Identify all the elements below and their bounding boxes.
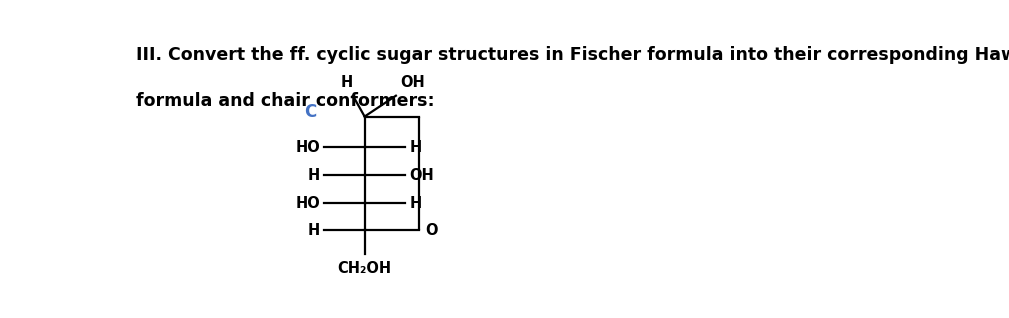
Text: H: H [308, 168, 320, 183]
Text: H: H [410, 196, 422, 211]
Text: H: H [340, 75, 353, 90]
Text: HO: HO [296, 196, 320, 211]
Text: OH: OH [410, 168, 434, 183]
Text: formula and chair conformers:: formula and chair conformers: [135, 92, 434, 110]
Text: H: H [308, 223, 320, 238]
Text: CH₂OH: CH₂OH [338, 261, 391, 276]
Text: OH: OH [400, 75, 425, 90]
Text: HO: HO [296, 140, 320, 155]
Text: O: O [426, 223, 438, 238]
Text: H: H [410, 140, 422, 155]
Text: III. Convert the ff. cyclic sugar structures in Fischer formula into their corre: III. Convert the ff. cyclic sugar struct… [135, 45, 1009, 64]
Text: C: C [304, 103, 316, 121]
